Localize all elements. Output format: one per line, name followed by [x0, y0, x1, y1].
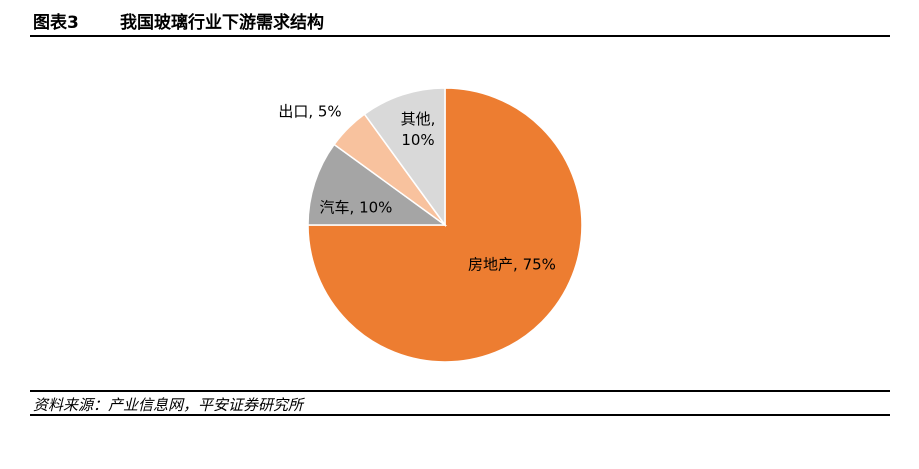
data-label: 汽车, 10%	[319, 198, 393, 217]
source: 资料来源：产业信息网，平安证券研究所	[33, 396, 304, 414]
pie-slice	[363, 87, 446, 228]
pie-slice	[307, 87, 583, 363]
header-rule	[30, 35, 890, 37]
data-label: 其他, 10%	[400, 110, 436, 149]
source-rule-bottom	[30, 414, 890, 416]
source-rule-top	[30, 390, 890, 392]
pie-slice	[307, 143, 448, 226]
data-label: 房地产, 75%	[468, 255, 556, 274]
figure-label: 图表3	[33, 13, 79, 33]
chart-title: 我国玻璃行业下游需求结构	[120, 13, 324, 33]
data-label: 出口, 5%	[278, 102, 342, 121]
